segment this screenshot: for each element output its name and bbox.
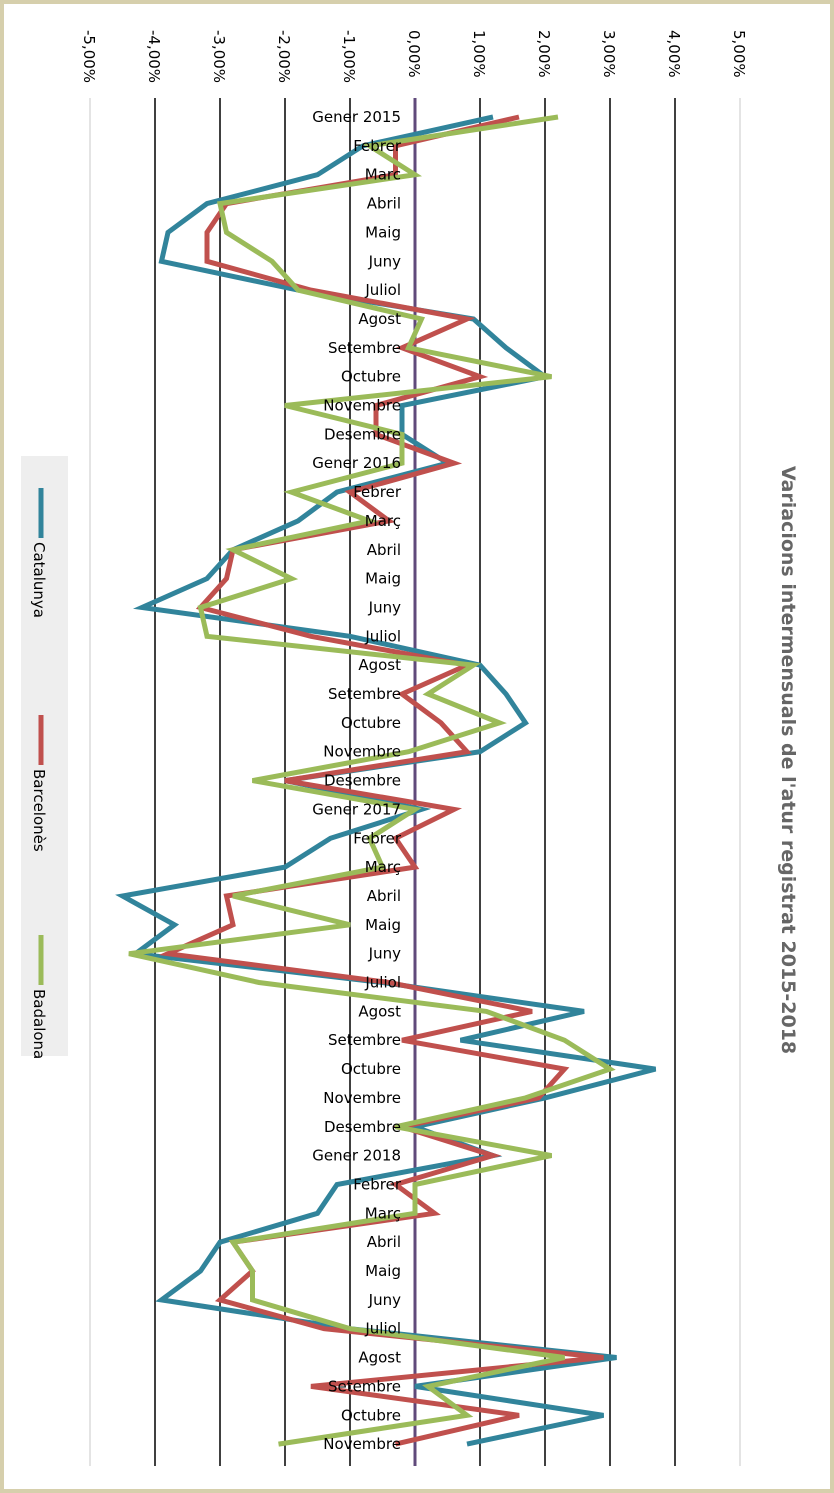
category-label: Novembre [323,1435,401,1453]
category-label: Gener 2015 [312,108,401,126]
category-label: Gener 2018 [312,1147,401,1165]
value-tick-label: -2,00% [275,30,293,83]
category-label: Gener 2017 [312,800,401,818]
category-label: Desembre [324,425,401,443]
category-labels: Gener 2015 Febrer Marc Abril Maig Juny Juliol A… [312,108,402,1453]
value-tick-label: -3,00% [210,30,228,83]
category-label: Maig [365,1262,401,1280]
value-tick-label: 5,00% [730,30,748,78]
category-label: Gener 2016 [312,454,401,472]
category-label: Juny [368,252,401,270]
category-label: Agost [358,1002,401,1020]
value-tick-label: 0,00% [405,30,423,78]
category-label: Novembre [323,743,401,761]
category-label: Setembre [328,339,401,357]
series-lines [115,114,657,1447]
category-label: Juny [368,1291,401,1309]
category-label: Juliol [364,281,401,299]
legend [21,456,68,1056]
category-label: Maig [365,223,401,241]
chart-title: Variacions intermensuals de l'atur regis… [777,466,799,1054]
category-label: Març [365,858,401,876]
series-line-badalona [128,114,616,1447]
value-tick-label: -4,00% [145,30,163,83]
category-label: Setembre [328,1031,401,1049]
category-label: Febrer [353,1175,402,1193]
value-tick-label: 4,00% [665,30,683,78]
category-label: Desembre [324,772,401,790]
category-label: Octubre [341,368,401,386]
category-label: Novembre [323,1089,401,1107]
category-label: Juliol [364,974,401,992]
category-label: Març [365,512,401,530]
value-tick-label: 1,00% [470,30,488,78]
category-label: Juliol [364,1320,401,1338]
category-label: Abril [367,887,401,905]
legend-label: Barcelonès [30,769,48,852]
category-label: Maig [365,570,401,588]
chart-title-group: Variacions intermensuals de l'atur regis… [777,466,799,1054]
category-label: Març [365,1204,401,1222]
category-label: Abril [367,1233,401,1251]
category-label: Agost [358,656,401,674]
value-tick-label: -5,00% [80,30,98,83]
value-tick-label: 2,00% [535,30,553,78]
category-label: Febrer [353,483,402,501]
category-label: Febrer [353,137,402,155]
category-label: Novembre [323,397,401,415]
legend-entries: Catalunya Barcelonès Badalona [30,488,48,1059]
category-label: Desembre [324,1118,401,1136]
category-label: Juliol [364,627,401,645]
category-label: Maig [365,916,401,934]
category-label: Octubre [341,1060,401,1078]
category-label: Octubre [341,1406,401,1424]
category-label: Juny [368,598,401,616]
value-axis-ticks: -5,00% -4,00% -3,00% -2,00% -1,00% 0,00% 1,00%… [80,30,748,83]
legend-label: Catalunya [30,542,48,618]
category-label: Setembre [328,1377,401,1395]
category-label: Agost [358,310,401,328]
category-label: Marc [365,166,401,184]
category-label: Octubre [341,714,401,732]
category-label: Juny [368,945,401,963]
category-label: Febrer [353,829,402,847]
category-label: Abril [367,195,401,213]
category-label: Abril [367,541,401,559]
legend-label: Badalona [30,989,48,1059]
value-tick-label: 3,00% [600,30,618,78]
category-label: Agost [358,1349,401,1367]
category-label: Setembre [328,685,401,703]
value-tick-label: -1,00% [340,30,358,83]
